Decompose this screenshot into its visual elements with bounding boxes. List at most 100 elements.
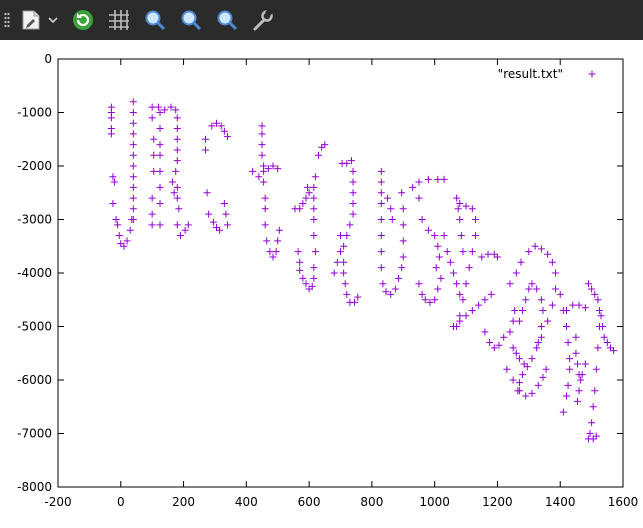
data-point — [377, 199, 385, 207]
data-point — [123, 237, 131, 245]
data-point — [548, 258, 556, 266]
export-button[interactable] — [16, 5, 46, 35]
data-point — [591, 290, 599, 298]
data-point — [435, 253, 443, 261]
data-point — [338, 159, 346, 167]
data-point — [184, 221, 192, 229]
toolbar-grip[interactable] — [4, 12, 10, 28]
data-point — [528, 355, 536, 363]
data-point — [426, 298, 434, 306]
zoom-previous-icon — [143, 8, 167, 32]
data-point — [150, 135, 158, 143]
data-point — [584, 280, 592, 288]
data-point — [264, 165, 272, 173]
data-point — [517, 258, 525, 266]
data-point — [308, 282, 316, 290]
data-point — [592, 432, 600, 440]
data-point — [391, 285, 399, 293]
unzoom-button[interactable] — [212, 5, 242, 35]
data-point — [512, 269, 520, 277]
data-point — [340, 258, 348, 266]
data-point — [552, 269, 560, 277]
data-point — [454, 205, 462, 213]
data-point — [129, 109, 137, 116]
data-point — [559, 408, 567, 416]
data-point — [572, 349, 580, 357]
replot-button[interactable] — [68, 5, 98, 35]
data-point — [544, 250, 552, 258]
data-point — [294, 248, 302, 256]
data-point — [515, 317, 523, 325]
data-point — [387, 290, 395, 298]
data-point — [343, 290, 351, 298]
scatter-chart: -200 0 200 400 600 800 1000 1200 1400 1600 0-1000… — [17, 52, 638, 509]
data-point — [260, 162, 268, 170]
data-point — [471, 232, 479, 240]
data-point — [459, 296, 467, 304]
data-point — [302, 280, 310, 288]
data-point — [377, 248, 385, 256]
data-point — [603, 339, 611, 347]
data-point — [588, 419, 596, 427]
data-point — [456, 317, 464, 325]
data-point — [509, 376, 517, 384]
x-tick-label: 0 — [117, 495, 125, 509]
data-point — [202, 135, 210, 143]
data-point — [205, 210, 213, 218]
data-point — [563, 323, 570, 330]
data-point — [450, 323, 457, 330]
x-tick-label: 400 — [235, 495, 258, 509]
plot-canvas[interactable]: -200 0 200 400 600 800 1000 1200 1400 1600 0 -1000… — [0, 40, 643, 528]
data-point — [437, 274, 445, 282]
data-point — [431, 232, 439, 240]
data-point — [274, 237, 282, 245]
data-point — [432, 264, 440, 272]
data-point — [302, 194, 310, 202]
y-tick-label: 0 — [44, 52, 52, 66]
data-point — [434, 242, 442, 250]
x-tick-label: 800 — [360, 495, 383, 509]
data-point — [343, 232, 351, 240]
data-point — [564, 339, 572, 347]
data-point — [471, 216, 479, 223]
data-point — [173, 183, 181, 191]
data-point — [354, 293, 362, 301]
grid-button[interactable] — [104, 5, 134, 35]
data-point — [337, 248, 344, 256]
data-point — [340, 242, 348, 250]
x-axis: -200 0 200 400 600 800 1000 1200 1400 1600 — [44, 59, 638, 509]
data-point — [173, 135, 181, 143]
data-point — [173, 157, 181, 165]
data-point — [588, 285, 596, 293]
data-point — [176, 232, 184, 240]
data-point — [181, 226, 189, 234]
data-point — [552, 285, 560, 293]
data-point — [311, 248, 319, 256]
data-point — [506, 328, 514, 336]
zoom-next-button[interactable] — [176, 5, 206, 35]
data-point — [531, 242, 539, 250]
data-point — [304, 183, 312, 191]
zoom-previous-button[interactable] — [140, 5, 170, 35]
data-point — [528, 389, 536, 397]
data-point — [509, 317, 517, 325]
x-tick-label: 1000 — [419, 495, 450, 509]
data-point — [129, 173, 137, 181]
settings-button[interactable] — [248, 5, 278, 35]
data-point — [515, 387, 523, 395]
data-point — [581, 304, 589, 312]
data-point — [421, 296, 429, 304]
data-point — [349, 178, 357, 186]
export-dropdown-button[interactable] — [46, 5, 60, 35]
data-point — [434, 285, 442, 293]
data-point — [434, 175, 442, 183]
data-point — [586, 430, 594, 437]
data-point — [450, 269, 457, 277]
y-tick-label: -8000 — [17, 480, 52, 494]
data-point — [203, 189, 211, 197]
data-point — [202, 146, 210, 154]
data-point — [349, 210, 357, 218]
data-point — [299, 199, 307, 207]
data-point — [548, 301, 556, 309]
data-point — [305, 189, 313, 197]
